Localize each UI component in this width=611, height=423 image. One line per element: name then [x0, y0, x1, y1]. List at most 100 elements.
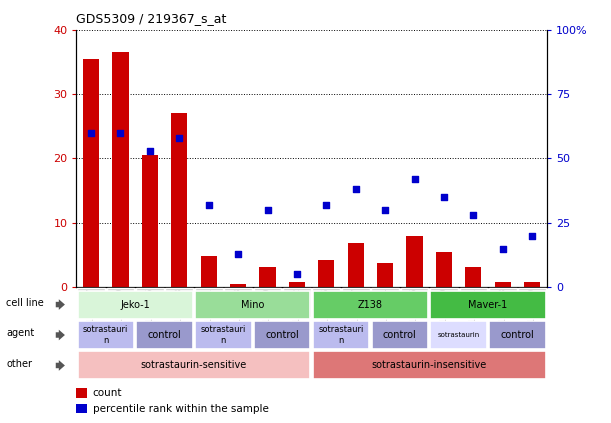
Point: [351, 186, 360, 193]
FancyBboxPatch shape: [224, 288, 252, 317]
Text: sotrastaurin-insensitive: sotrastaurin-insensitive: [371, 360, 487, 371]
Bar: [142, 155, 158, 287]
FancyBboxPatch shape: [136, 288, 164, 317]
Text: GSM1044980: GSM1044980: [528, 288, 536, 339]
FancyBboxPatch shape: [283, 288, 311, 317]
Text: GSM1044967: GSM1044967: [87, 288, 95, 339]
FancyBboxPatch shape: [195, 288, 222, 317]
FancyBboxPatch shape: [78, 321, 134, 349]
Text: sotrastaurin-sensitive: sotrastaurin-sensitive: [141, 360, 247, 371]
Point: [145, 147, 155, 154]
Text: GSM1044969: GSM1044969: [116, 288, 125, 339]
Text: Mino: Mino: [241, 299, 265, 310]
Text: other: other: [6, 359, 32, 369]
Text: GDS5309 / 219367_s_at: GDS5309 / 219367_s_at: [76, 12, 227, 25]
Bar: [260, 266, 276, 287]
Bar: [83, 59, 99, 287]
FancyBboxPatch shape: [195, 291, 310, 319]
FancyArrow shape: [56, 330, 65, 341]
Point: [174, 135, 184, 141]
Point: [498, 245, 508, 252]
Text: sotrastauri
n: sotrastauri n: [318, 325, 364, 345]
Point: [527, 232, 537, 239]
Text: GSM1044977: GSM1044977: [351, 288, 360, 339]
Text: control: control: [383, 330, 417, 340]
FancyBboxPatch shape: [313, 352, 546, 379]
FancyBboxPatch shape: [430, 291, 546, 319]
Text: GSM1044978: GSM1044978: [498, 288, 507, 339]
Bar: [348, 243, 364, 287]
FancyBboxPatch shape: [371, 288, 399, 317]
Bar: [76, 404, 87, 413]
FancyBboxPatch shape: [401, 288, 428, 317]
Bar: [76, 388, 87, 398]
FancyBboxPatch shape: [107, 288, 134, 317]
Bar: [289, 282, 305, 287]
Text: GSM1044966: GSM1044966: [145, 288, 155, 339]
Text: GSM1044968: GSM1044968: [175, 288, 184, 339]
Point: [380, 206, 390, 213]
FancyBboxPatch shape: [371, 321, 428, 349]
Point: [204, 201, 214, 208]
Text: control: control: [265, 330, 299, 340]
Text: Jeko-1: Jeko-1: [120, 299, 150, 310]
Point: [86, 129, 96, 136]
Bar: [171, 113, 188, 287]
Text: GSM1044972: GSM1044972: [293, 288, 301, 339]
Text: GSM1044981: GSM1044981: [469, 288, 478, 339]
Bar: [318, 260, 334, 287]
Bar: [436, 252, 452, 287]
Bar: [112, 52, 128, 287]
Text: agent: agent: [6, 329, 34, 338]
FancyBboxPatch shape: [254, 321, 310, 349]
FancyBboxPatch shape: [342, 288, 370, 317]
FancyBboxPatch shape: [430, 288, 458, 317]
Text: control: control: [500, 330, 534, 340]
Text: GSM1044973: GSM1044973: [233, 288, 243, 339]
FancyBboxPatch shape: [78, 352, 310, 379]
FancyBboxPatch shape: [313, 291, 428, 319]
Bar: [377, 263, 393, 287]
FancyBboxPatch shape: [459, 288, 487, 317]
FancyBboxPatch shape: [78, 291, 193, 319]
Point: [321, 201, 331, 208]
Bar: [200, 256, 217, 287]
Point: [115, 129, 125, 136]
FancyArrow shape: [56, 360, 65, 371]
Text: GSM1044970: GSM1044970: [263, 288, 272, 339]
Text: Z138: Z138: [358, 299, 383, 310]
Point: [263, 206, 273, 213]
FancyBboxPatch shape: [195, 321, 252, 349]
Text: GSM1044976: GSM1044976: [410, 288, 419, 339]
FancyBboxPatch shape: [313, 321, 369, 349]
Text: GSM1044979: GSM1044979: [439, 288, 448, 339]
Text: GSM1044974: GSM1044974: [381, 288, 390, 339]
Bar: [230, 284, 246, 287]
FancyBboxPatch shape: [312, 288, 340, 317]
FancyBboxPatch shape: [489, 321, 546, 349]
Point: [409, 176, 419, 182]
Bar: [495, 282, 511, 287]
Text: sotrastaurin: sotrastaurin: [437, 332, 480, 338]
Bar: [524, 282, 540, 287]
Text: control: control: [148, 330, 181, 340]
Text: sotrastauri
n: sotrastauri n: [200, 325, 246, 345]
Text: GSM1044971: GSM1044971: [204, 288, 213, 339]
FancyBboxPatch shape: [77, 288, 105, 317]
Text: cell line: cell line: [6, 298, 44, 308]
Point: [469, 212, 478, 218]
FancyBboxPatch shape: [254, 288, 281, 317]
FancyBboxPatch shape: [136, 321, 193, 349]
FancyArrow shape: [56, 299, 65, 310]
Text: percentile rank within the sample: percentile rank within the sample: [93, 404, 269, 414]
FancyBboxPatch shape: [430, 321, 487, 349]
Text: GSM1044975: GSM1044975: [322, 288, 331, 339]
Bar: [465, 266, 481, 287]
FancyBboxPatch shape: [489, 288, 516, 317]
Bar: [406, 236, 423, 287]
Text: Maver-1: Maver-1: [469, 299, 508, 310]
Point: [439, 194, 449, 201]
FancyBboxPatch shape: [518, 288, 546, 317]
Point: [292, 271, 302, 278]
Point: [233, 250, 243, 257]
